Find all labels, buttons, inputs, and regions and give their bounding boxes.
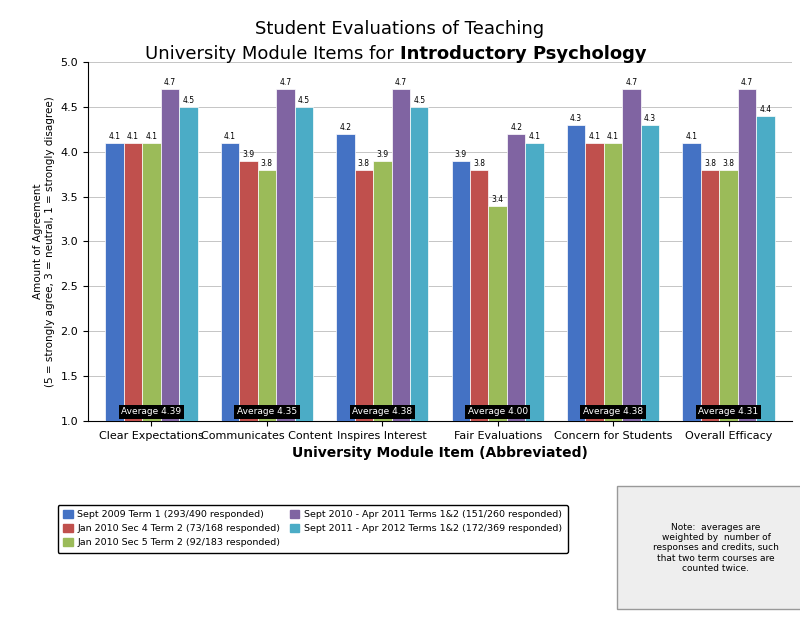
Bar — [221, 142, 239, 421]
Bar — [373, 160, 391, 421]
Bar — [567, 124, 586, 421]
Text: 4.1: 4.1 — [224, 132, 236, 141]
Bar — [738, 89, 756, 421]
Text: 4.5: 4.5 — [182, 96, 194, 105]
Text: Average 4.00: Average 4.00 — [468, 407, 528, 417]
Bar — [604, 142, 622, 421]
Text: Average 4.31: Average 4.31 — [698, 407, 758, 417]
Text: 4.3: 4.3 — [644, 114, 656, 123]
Text: Average 4.38: Average 4.38 — [352, 407, 412, 417]
Bar — [239, 160, 258, 421]
Text: 4.5: 4.5 — [298, 96, 310, 105]
Text: Note:  averages are
weighted by  number of
responses and credits, such
that two : Note: averages are weighted by number of… — [653, 522, 779, 573]
Bar — [258, 170, 276, 421]
X-axis label: University Module Item (Abbreviated): University Module Item (Abbreviated) — [292, 446, 588, 460]
Legend: Sept 2009 Term 1 (293/490 responded), Jan 2010 Sec 4 Term 2 (73/168 responded), : Sept 2009 Term 1 (293/490 responded), Ja… — [58, 504, 568, 553]
Bar — [451, 160, 470, 421]
Bar — [489, 206, 507, 421]
Text: 3.9: 3.9 — [242, 150, 254, 159]
Text: 4.1: 4.1 — [686, 132, 698, 141]
Text: 4.2: 4.2 — [339, 123, 351, 132]
Text: 4.1: 4.1 — [607, 132, 619, 141]
Text: Introductory Psychology: Introductory Psychology — [400, 45, 646, 63]
Text: 4.5: 4.5 — [413, 96, 426, 105]
Text: 4.7: 4.7 — [279, 78, 291, 87]
Text: 4.1: 4.1 — [109, 132, 121, 141]
Text: 3.9: 3.9 — [376, 150, 388, 159]
Y-axis label: Amount of Agreement
(5 = strongly agree, 3 = neutral, 1 = strongly disagree): Amount of Agreement (5 = strongly agree,… — [34, 96, 55, 387]
Text: 4.7: 4.7 — [626, 78, 638, 87]
Text: 4.3: 4.3 — [570, 114, 582, 123]
Bar — [410, 106, 429, 421]
Bar — [641, 124, 659, 421]
Text: 4.1: 4.1 — [127, 132, 139, 141]
Text: Average 4.39: Average 4.39 — [122, 407, 182, 417]
Text: Student Evaluations of Teaching: Student Evaluations of Teaching — [255, 20, 545, 38]
Text: 3.8: 3.8 — [358, 159, 370, 168]
Bar — [507, 134, 526, 421]
Text: 4.2: 4.2 — [510, 123, 522, 132]
Bar — [142, 142, 161, 421]
Text: 3.8: 3.8 — [704, 159, 716, 168]
Bar — [179, 106, 198, 421]
Text: Average 4.35: Average 4.35 — [237, 407, 297, 417]
Text: 4.1: 4.1 — [589, 132, 601, 141]
Bar — [294, 106, 313, 421]
Bar — [526, 142, 544, 421]
Text: 4.7: 4.7 — [164, 78, 176, 87]
Bar — [354, 170, 373, 421]
Bar — [161, 89, 179, 421]
Text: 4.1: 4.1 — [529, 132, 541, 141]
Text: 4.4: 4.4 — [759, 105, 771, 114]
Bar — [124, 142, 142, 421]
Bar — [336, 134, 354, 421]
Text: 4.1: 4.1 — [146, 132, 158, 141]
Bar — [586, 142, 604, 421]
Text: 3.4: 3.4 — [492, 195, 504, 204]
Text: 4.7: 4.7 — [394, 78, 407, 87]
Bar — [106, 142, 124, 421]
Bar — [622, 89, 641, 421]
Text: Average 4.38: Average 4.38 — [583, 407, 643, 417]
Text: 4.7: 4.7 — [741, 78, 753, 87]
Text: 3.8: 3.8 — [474, 159, 486, 168]
Bar — [470, 170, 489, 421]
Text: 3.8: 3.8 — [261, 159, 273, 168]
Bar — [719, 170, 738, 421]
Bar — [756, 116, 774, 421]
Bar — [391, 89, 410, 421]
Text: 3.9: 3.9 — [454, 150, 467, 159]
Text: University Module Items for: University Module Items for — [146, 45, 400, 63]
Bar — [276, 89, 294, 421]
Bar — [682, 142, 701, 421]
Bar — [701, 170, 719, 421]
Text: 3.8: 3.8 — [722, 159, 734, 168]
